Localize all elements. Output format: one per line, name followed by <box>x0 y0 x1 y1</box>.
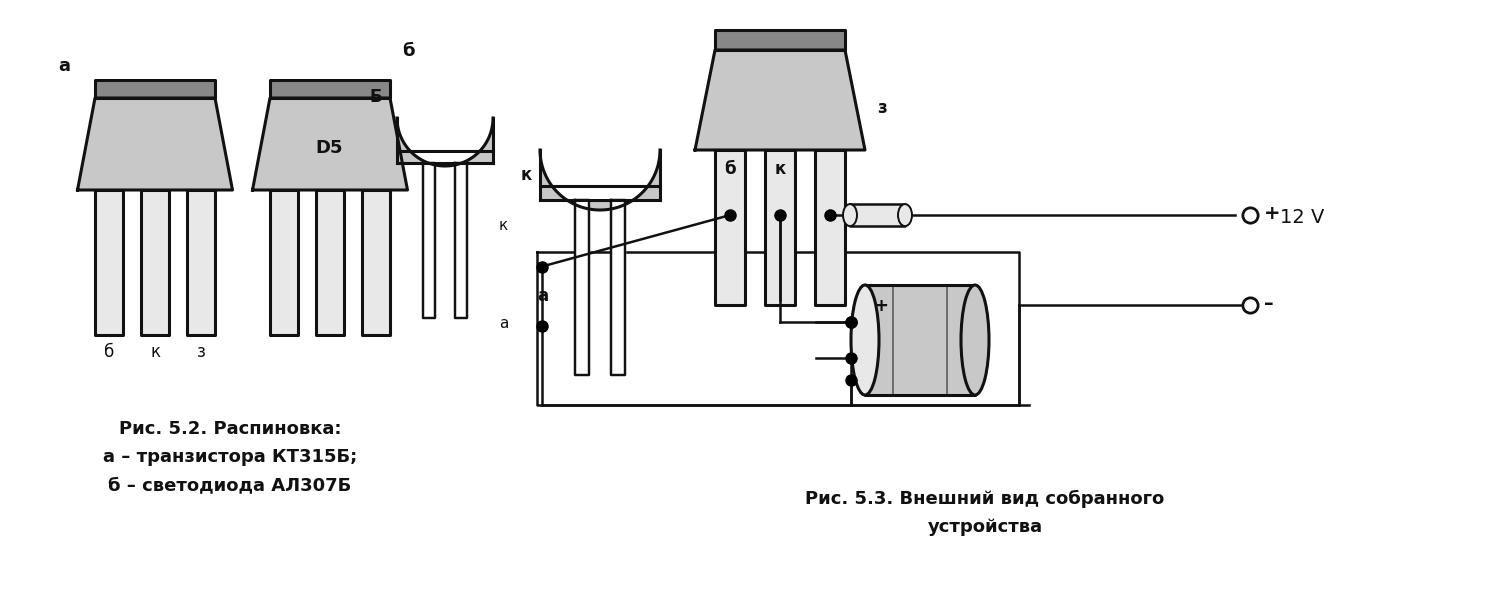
Polygon shape <box>694 50 865 150</box>
Text: +: + <box>873 297 888 315</box>
Ellipse shape <box>898 204 912 226</box>
Text: D5: D5 <box>315 139 342 157</box>
Text: б: б <box>402 42 414 60</box>
Text: устройства: устройства <box>927 518 1042 536</box>
Polygon shape <box>765 150 795 305</box>
Polygon shape <box>574 200 590 375</box>
Polygon shape <box>252 98 408 190</box>
Text: а: а <box>537 287 548 305</box>
Text: з: з <box>196 343 206 361</box>
Text: б: б <box>104 343 114 361</box>
Polygon shape <box>398 118 494 166</box>
Ellipse shape <box>850 285 879 395</box>
Text: +: + <box>1264 204 1281 222</box>
Ellipse shape <box>962 285 988 395</box>
Polygon shape <box>362 190 390 335</box>
Polygon shape <box>423 163 435 318</box>
Polygon shape <box>270 80 390 98</box>
Polygon shape <box>610 200 626 375</box>
Text: а – транзистора КТ315Б;: а – транзистора КТ315Б; <box>104 448 357 466</box>
Polygon shape <box>716 150 746 305</box>
Polygon shape <box>865 285 975 395</box>
Text: –: – <box>1264 293 1274 313</box>
Text: к: к <box>500 218 508 233</box>
Text: Рис. 5.2. Распиновка:: Рис. 5.2. Распиновка: <box>118 420 340 438</box>
Polygon shape <box>815 150 844 305</box>
Text: а: а <box>500 316 508 331</box>
Text: Рис. 5.3. Внешний вид собранного: Рис. 5.3. Внешний вид собранного <box>806 490 1164 508</box>
Polygon shape <box>716 30 844 50</box>
Polygon shape <box>454 163 466 318</box>
Polygon shape <box>850 204 904 226</box>
Text: к: к <box>774 160 786 178</box>
Text: к: к <box>520 166 532 184</box>
Polygon shape <box>540 150 660 210</box>
Polygon shape <box>94 80 214 98</box>
Polygon shape <box>78 98 232 190</box>
Polygon shape <box>94 190 123 335</box>
Text: з: з <box>878 99 886 117</box>
Polygon shape <box>270 190 298 335</box>
Text: а: а <box>58 57 70 75</box>
Polygon shape <box>141 190 170 335</box>
Text: Б: Б <box>369 88 382 106</box>
Polygon shape <box>316 190 344 335</box>
Ellipse shape <box>843 204 856 226</box>
Polygon shape <box>188 190 214 335</box>
Text: 12 V: 12 V <box>1280 208 1324 227</box>
Text: б: б <box>724 160 736 178</box>
Text: б – светодиода АЛ307Б: б – светодиода АЛ307Б <box>108 476 351 494</box>
Text: к: к <box>150 343 160 361</box>
